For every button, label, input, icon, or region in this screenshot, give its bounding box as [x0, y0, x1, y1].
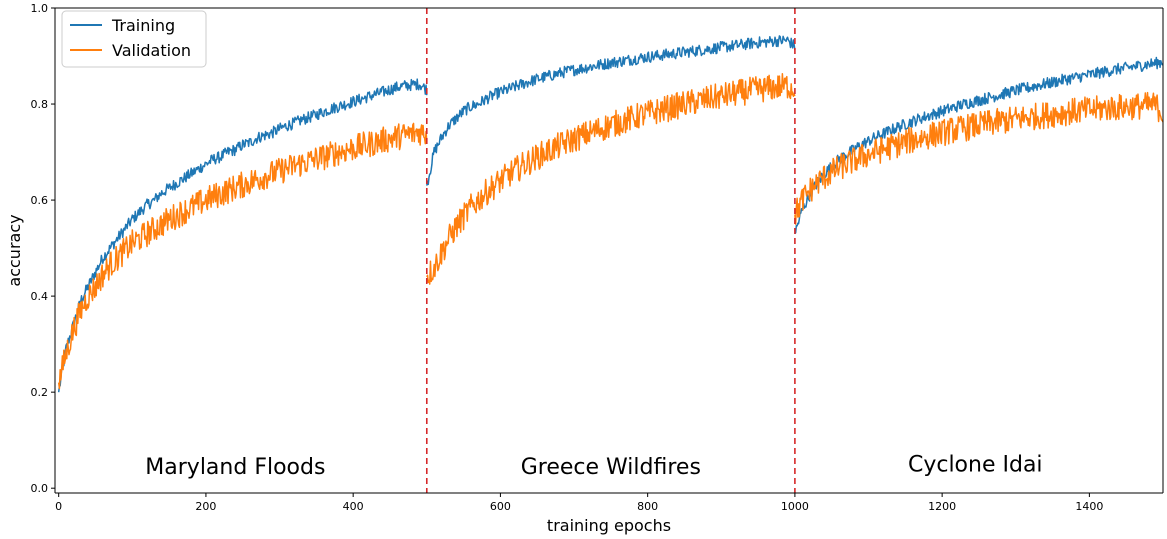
- series-line-training-segment-1: [57, 78, 428, 393]
- x-tick-label: 800: [637, 500, 658, 513]
- y-tick-label: 0.6: [31, 194, 49, 207]
- x-tick-label: 1200: [928, 500, 956, 513]
- y-tick-label: 0.0: [31, 482, 49, 495]
- x-tick-label: 0: [55, 500, 62, 513]
- y-tick-label: 0.8: [31, 98, 49, 111]
- series-line-training-segment-2: [426, 35, 796, 186]
- series-line-training-segment-3: [794, 56, 1164, 235]
- region-label-2: Greece Wildfires: [521, 455, 701, 480]
- legend-label-validation: Validation: [112, 41, 191, 60]
- x-tick-label: 1400: [1075, 500, 1103, 513]
- legend: Training Validation: [61, 10, 207, 68]
- series-line-validation-segment-2: [426, 73, 796, 285]
- x-axis-title: training epochs: [547, 516, 671, 535]
- x-tick-label: 600: [490, 500, 511, 513]
- region-label-1: Maryland Floods: [145, 455, 325, 480]
- region-label-3: Cyclone Idai: [908, 452, 1043, 477]
- x-tick-label: 400: [343, 500, 364, 513]
- series-line-validation-segment-1: [57, 122, 428, 390]
- legend-label-training: Training: [111, 16, 175, 35]
- series-line-validation-segment-3: [794, 91, 1164, 225]
- y-tick-label: 0.4: [31, 290, 49, 303]
- y-tick-label: 1.0: [31, 2, 49, 15]
- x-tick-label: 200: [195, 500, 216, 513]
- x-tick-label: 1000: [781, 500, 809, 513]
- plot-area: Maryland Floods Greece Wildfires Cyclone I…: [57, 8, 1164, 493]
- axes: 0 200 400 600 800 1000 1200 1400 0.0 0.2 0.4 0.6 0.8…: [31, 2, 1164, 513]
- y-tick-label: 0.2: [31, 386, 49, 399]
- y-axis-title: accuracy: [5, 214, 24, 286]
